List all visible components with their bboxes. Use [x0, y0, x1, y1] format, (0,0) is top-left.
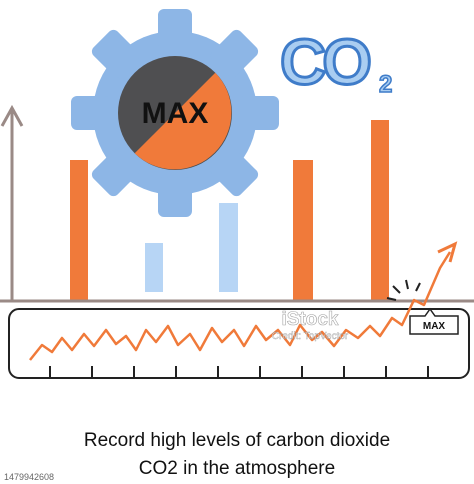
gear-label: MAX [142, 97, 209, 130]
gauge-orange [134, 72, 232, 170]
y-arrowhead [0, 104, 24, 127]
co2-label: CO [280, 26, 370, 98]
trend-arrowhead [437, 241, 458, 263]
caption-line: CO2 in the atmosphere [139, 458, 335, 479]
peak-label: MAX [423, 321, 446, 332]
trend-line [29, 251, 452, 361]
gear: MAX [71, 9, 279, 217]
ticks [49, 366, 429, 378]
co2-subscript: 2 [379, 71, 392, 98]
panel [8, 308, 470, 379]
bar [371, 120, 389, 300]
watermark-credit: Credit: TopVector [272, 331, 349, 342]
bar [70, 160, 88, 300]
image-id: 1479942608 [4, 472, 54, 482]
bars [70, 120, 389, 300]
burst [386, 279, 421, 301]
peak-marker [409, 307, 459, 335]
watermark: iStock Credit: TopVector [272, 309, 350, 343]
caption-line: Record high levels of carbon dioxide [84, 430, 390, 451]
gear-teeth [71, 9, 279, 217]
bar [293, 160, 313, 300]
bar [219, 203, 238, 292]
bar [145, 243, 163, 292]
axes [0, 104, 474, 303]
watermark-brand: iStock [281, 309, 338, 330]
